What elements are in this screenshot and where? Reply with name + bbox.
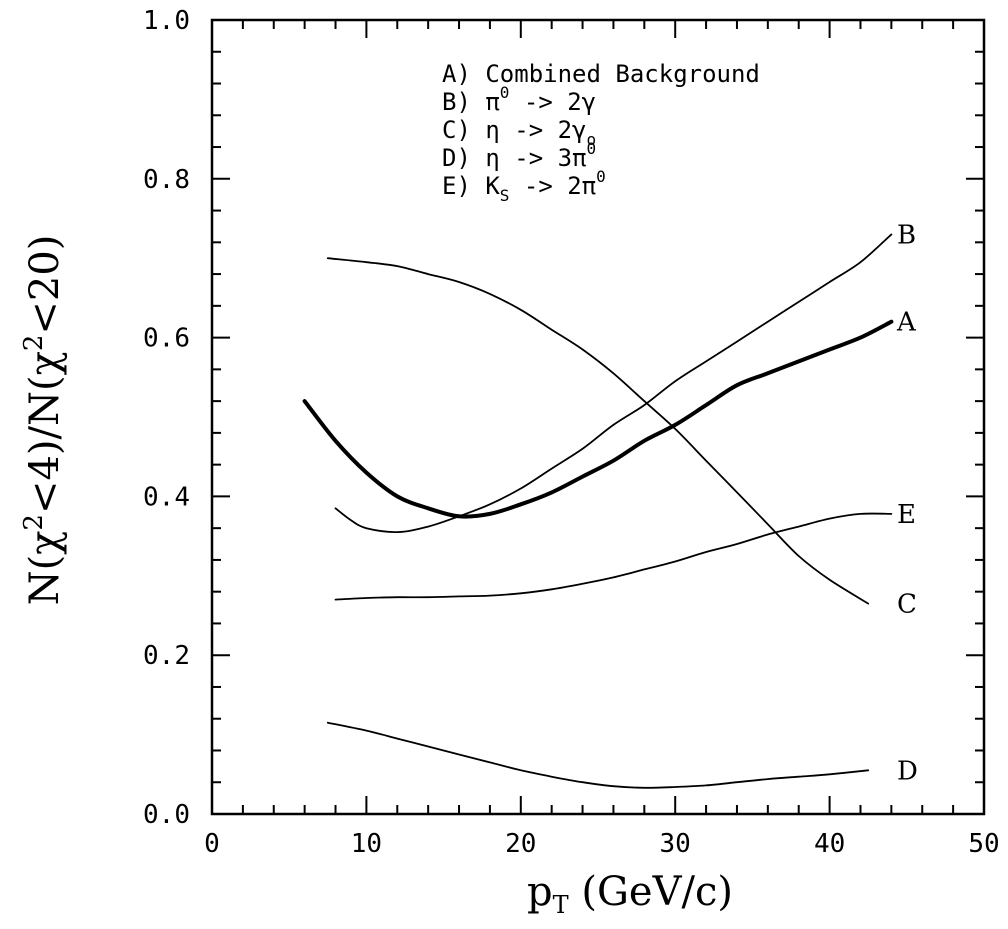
- y-tick-label: 0.6: [143, 324, 190, 354]
- curve-label-E: E: [897, 500, 916, 530]
- legend-entry-E: E) KS -> 2π0: [442, 167, 606, 205]
- y-tick-label: 0.2: [143, 641, 190, 671]
- x-axis-title-sub: T: [553, 891, 569, 919]
- legend-text-part: o: [587, 130, 597, 149]
- curve-label-D: D: [897, 756, 918, 786]
- legend-entry-B: B) π0 -> 2γ: [442, 83, 596, 116]
- legend-text-part: -> 2γ: [509, 88, 596, 116]
- curve-label-B: B: [897, 220, 916, 250]
- y-tick-label: 0.0: [143, 800, 190, 830]
- y-tick-label: 1.0: [143, 6, 190, 36]
- series-line-E: [334, 512, 893, 601]
- legend-text-part: A) Combined Background: [442, 60, 760, 88]
- y-axis-title-part2: <4)/N(χ: [22, 351, 68, 514]
- y-axis-title-part3: <20): [22, 235, 68, 335]
- x-tick-label: 30: [660, 829, 691, 859]
- y-axis-title-sup2: 2: [19, 335, 49, 352]
- curve-label-A: A: [896, 308, 917, 338]
- axis-ticks: [211, 19, 985, 815]
- curve-labels: A B C D E: [896, 220, 918, 786]
- x-tick-label: 0: [204, 829, 220, 859]
- legend-text-part: E) K: [442, 172, 500, 200]
- tick-labels: 0 10 20 30 40 50 0.0 0.2 0.4 0.6 0.8 1.0: [143, 6, 1000, 859]
- y-tick-label: 0.8: [143, 165, 190, 195]
- series-line-B: [334, 233, 893, 534]
- plot-border: [210, 18, 986, 816]
- x-axis-title: pT (GeV/c): [527, 869, 733, 919]
- y-axis-title: N(χ2<4)/N(χ2<20): [19, 235, 68, 606]
- legend-text-part: C) η -> 2γ: [442, 116, 587, 144]
- legend-text-part: B) π: [442, 88, 500, 116]
- legend-text-part: 0: [500, 83, 510, 102]
- x-tick-label: 20: [505, 829, 536, 859]
- curve-label-C: C: [897, 590, 917, 620]
- x-tick-label: 50: [968, 829, 999, 859]
- x-axis-title-main: p: [527, 869, 553, 915]
- legend-entry-A: A) Combined Background: [442, 60, 760, 88]
- legend-text-part: -> 2π: [509, 172, 596, 200]
- x-tick-label: 10: [351, 829, 382, 859]
- x-tick-label: 40: [814, 829, 845, 859]
- y-axis-title-sup1: 2: [19, 514, 49, 531]
- legend-text-part: S: [500, 186, 510, 205]
- plot-frame: [210, 18, 986, 816]
- legend-entry-D: D) η -> 3π0: [442, 139, 596, 172]
- y-axis-title-part1: N(χ: [22, 531, 68, 606]
- y-tick-label: 0.4: [143, 482, 190, 512]
- x-axis-title-rest: (GeV/c): [569, 869, 733, 915]
- legend-text-part: 0: [587, 139, 597, 158]
- series-lines: [302, 233, 894, 789]
- legend-text-part: D) η -> 3π: [442, 144, 587, 172]
- series-line-C: [326, 257, 870, 605]
- series-line-A: [302, 319, 894, 519]
- series-line-D: [326, 721, 870, 789]
- legend-entry-C: C) η -> 2γo: [442, 116, 596, 149]
- legend-text-part: 0: [596, 167, 606, 186]
